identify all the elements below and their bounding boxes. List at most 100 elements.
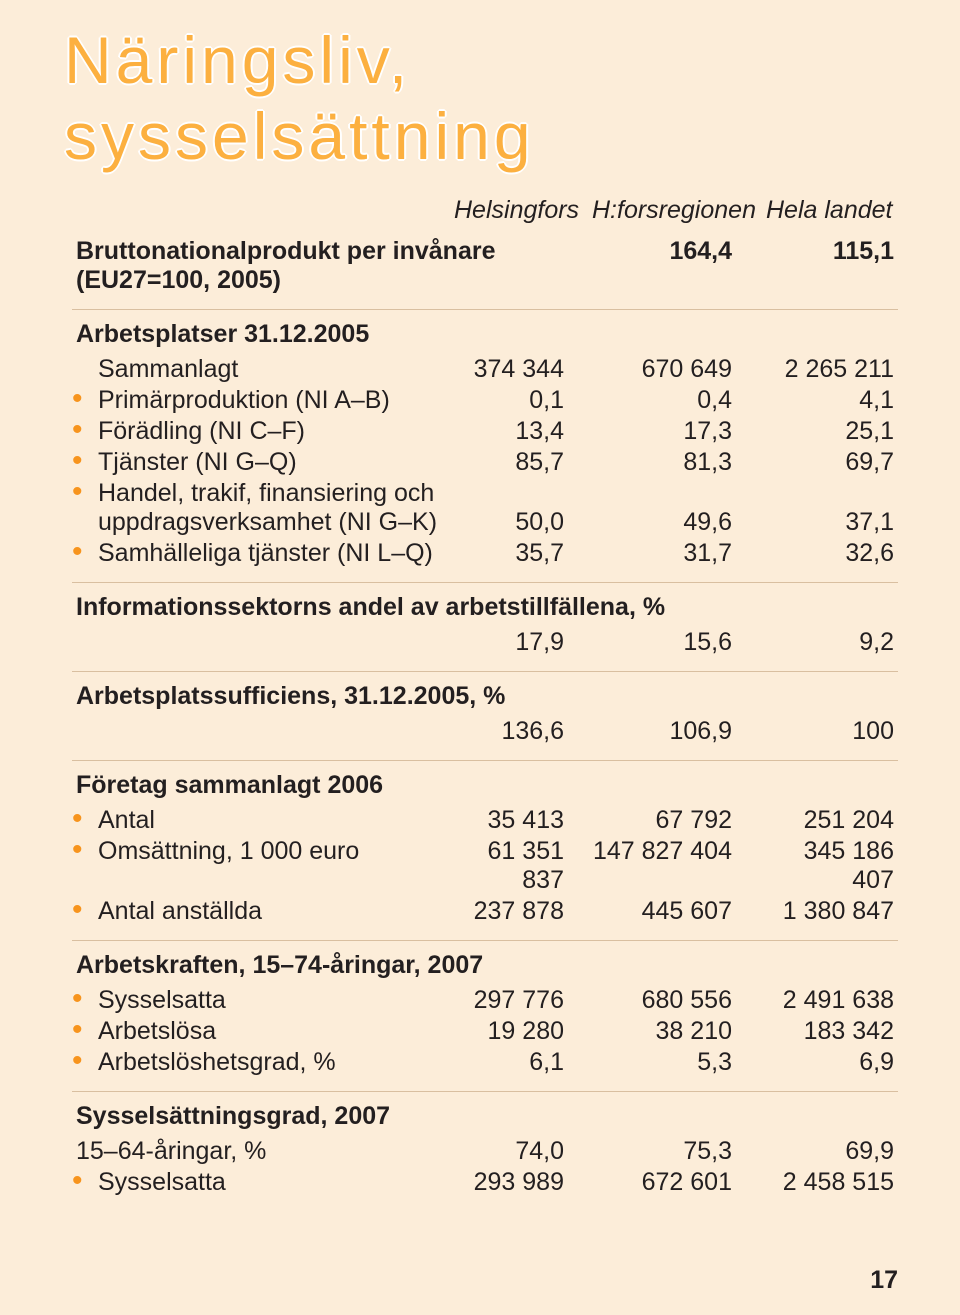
bullet-icon: • (72, 450, 98, 472)
row-label: Sysselsatta (98, 986, 454, 1015)
gnp-row: Bruttonationalprodukt per invånare (EU27… (72, 237, 898, 295)
col-helsingfors: Helsingfors (454, 196, 590, 225)
page-number: 17 (870, 1266, 898, 1295)
row-c2: 50,0 (454, 508, 590, 537)
sufficiency-row: 136,6 106,9 100 (72, 717, 898, 746)
row-c2: 0,1 (454, 386, 590, 415)
table-row: • Handel, trakif, finansiering och (72, 479, 898, 508)
table-row: • Samhälleliga tjänster (NI L–Q) 35,7 31… (72, 539, 898, 568)
row-c3: 75,3 (590, 1137, 758, 1166)
workplaces-header: Arbetsplatser 31.12.2005 (72, 320, 898, 349)
table-row: • Tjänster (NI G–Q) 85,7 81,3 69,7 (72, 448, 898, 477)
divider (72, 760, 898, 761)
row-c2: 61 351 837 (454, 837, 590, 895)
row-c2: 85,7 (454, 448, 590, 477)
infosector-c4: 9,2 (758, 628, 898, 657)
row-c2: 35 413 (454, 806, 590, 835)
row-c4: 4,1 (758, 386, 898, 415)
infosector-row: 17,9 15,6 9,2 (72, 628, 898, 657)
row-c3: 672 601 (590, 1168, 758, 1197)
sufficiency-c4: 100 (758, 717, 898, 746)
divider (72, 940, 898, 941)
row-c4: 1 380 847 (758, 897, 898, 926)
row-c3: 81,3 (590, 448, 758, 477)
bullet-icon: • (72, 541, 98, 563)
infosector-c2: 17,9 (454, 628, 590, 657)
bullet-icon: • (72, 899, 98, 921)
row-c3: 445 607 (590, 897, 758, 926)
row-c4: 25,1 (758, 417, 898, 446)
divider (72, 1091, 898, 1092)
table-row: • Primärproduktion (NI A–B) 0,1 0,4 4,1 (72, 386, 898, 415)
row-c2: 35,7 (454, 539, 590, 568)
table-row: • Antal anställda 237 878 445 607 1 380 … (72, 897, 898, 926)
infosector-header: Informationssektorns andel av arbetstill… (72, 593, 898, 622)
row-label-line2: uppdragsverksamhet (NI G–K) (72, 508, 454, 537)
row-c2: 293 989 (454, 1168, 590, 1197)
gnp-c4: 115,1 (758, 237, 898, 266)
row-label: Antal (98, 806, 454, 835)
row-c3: 49,6 (590, 508, 758, 537)
workplaces-total-c3: 670 649 (590, 355, 758, 384)
labourforce-header: Arbetskraften, 15–74-åringar, 2007 (72, 951, 898, 980)
row-c3: 31,7 (590, 539, 758, 568)
row-label: Tjänster (NI G–Q) (98, 448, 454, 477)
companies-header: Företag sammanlagt 2006 (72, 771, 898, 800)
bullet-icon: • (72, 1019, 98, 1041)
divider (72, 582, 898, 583)
row-c2: 74,0 (454, 1137, 590, 1166)
bullet-icon: • (72, 839, 98, 861)
column-headers: Helsingfors H:forsregionen Hela landet (72, 196, 898, 225)
table-row: • Antal 35 413 67 792 251 204 (72, 806, 898, 835)
col-hela-landet: Hela landet (758, 196, 898, 225)
row-c4: 37,1 (758, 508, 898, 537)
workplaces-total-label: Sammanlagt (72, 355, 454, 384)
row-c4: 6,9 (758, 1048, 898, 1077)
bullet-icon: • (72, 1170, 98, 1192)
row-c4: 251 204 (758, 806, 898, 835)
row-c2: 13,4 (454, 417, 590, 446)
row-c4: 345 186 407 (758, 837, 898, 895)
infosector-c3: 15,6 (590, 628, 758, 657)
employment-plain-row: 15–64-åringar, % 74,0 75,3 69,9 (72, 1137, 898, 1166)
row-c3: 0,4 (590, 386, 758, 415)
page-title: Näringsliv, sysselsättning (64, 22, 898, 174)
bullet-icon: • (72, 808, 98, 830)
table-row: • Omsättning, 1 000 euro 61 351 837 147 … (72, 837, 898, 895)
row-c3: 680 556 (590, 986, 758, 1015)
row-c3: 38 210 (590, 1017, 758, 1046)
row-label-line1: Handel, trakif, finansiering och (98, 479, 898, 508)
gnp-c2: 164,4 (590, 237, 758, 266)
row-c4: 69,7 (758, 448, 898, 477)
row-c2: 6,1 (454, 1048, 590, 1077)
employment-header: Sysselsättningsgrad, 2007 (72, 1102, 898, 1131)
table-row-cont: uppdragsverksamhet (NI G–K) 50,0 49,6 37… (72, 508, 898, 537)
table-row: • Sysselsatta 293 989 672 601 2 458 515 (72, 1168, 898, 1197)
gnp-label: Bruttonationalprodukt per invånare (EU27… (72, 237, 590, 295)
divider (72, 309, 898, 310)
row-c3: 147 827 404 (590, 837, 758, 866)
row-c4: 2 458 515 (758, 1168, 898, 1197)
bullet-icon: • (72, 419, 98, 441)
row-c2: 237 878 (454, 897, 590, 926)
row-c4: 32,6 (758, 539, 898, 568)
sufficiency-header: Arbetsplatssufficiens, 31.12.2005, % (72, 682, 898, 711)
row-c2: 297 776 (454, 986, 590, 1015)
row-label: 15–64-åringar, % (72, 1137, 454, 1166)
row-c4: 2 491 638 (758, 986, 898, 1015)
row-c3: 5,3 (590, 1048, 758, 1077)
row-label: Primärproduktion (NI A–B) (98, 386, 454, 415)
row-label: Arbetslösa (98, 1017, 454, 1046)
table-row: • Arbetslöshetsgrad, % 6,1 5,3 6,9 (72, 1048, 898, 1077)
col-hforsregionen: H:forsregionen (590, 196, 758, 225)
row-label: Sysselsatta (98, 1168, 454, 1197)
row-label: Förädling (NI C–F) (98, 417, 454, 446)
workplaces-total-row: Sammanlagt 374 344 670 649 2 265 211 (72, 355, 898, 384)
row-c4: 69,9 (758, 1137, 898, 1166)
table-row: • Sysselsatta 297 776 680 556 2 491 638 (72, 986, 898, 1015)
table-row: • Arbetslösa 19 280 38 210 183 342 (72, 1017, 898, 1046)
bullet-icon: • (72, 988, 98, 1010)
row-label: Antal anställda (98, 897, 454, 926)
workplaces-total-c4: 2 265 211 (758, 355, 898, 384)
table-row: • Förädling (NI C–F) 13,4 17,3 25,1 (72, 417, 898, 446)
